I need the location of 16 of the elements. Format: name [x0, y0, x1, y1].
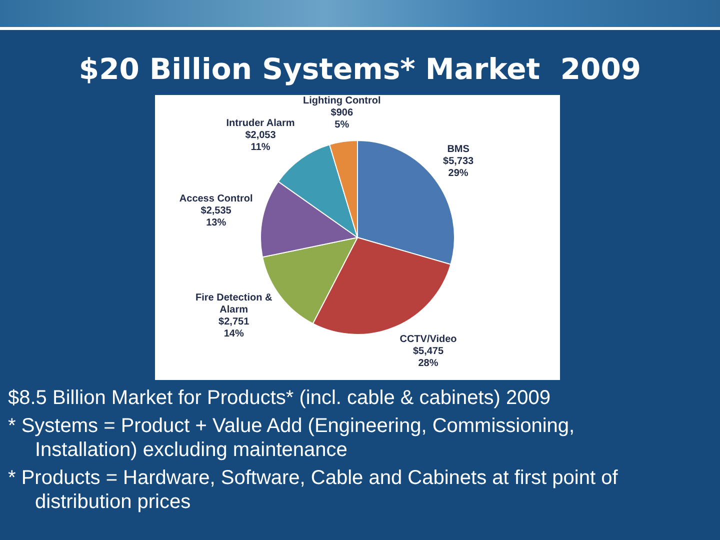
slice-label: Access Control: [179, 194, 253, 205]
data-label: $5,475 28%: [412, 346, 444, 370]
data-label: $2,751 14%: [218, 316, 250, 340]
text: $8.5 Billion Market for Products* (incl. cable & cabinets) 2009: [8, 386, 552, 410]
data-label: $2,535 13%: [200, 206, 232, 229]
slice-label: BMS: [447, 144, 470, 156]
chart-title: $20 Billion Systems* Market 2009: [78, 51, 642, 87]
data-label: $2,053 11%: [245, 130, 276, 153]
data-label: $5,733 29%: [443, 156, 474, 180]
text: * Systems = Product + Value Add (Engineering, Commissioning, Installation) excluding maintenance: [8, 414, 576, 462]
data-label: $906 5%: [330, 108, 354, 131]
slice-label: Intruder Alarm: [226, 118, 295, 129]
slice-label: CCTV/Video: [400, 334, 457, 346]
slice-label: Lighting Control: [303, 96, 381, 107]
text: * Products = Hardware, Software, Cable and Cabinets at first point of distribution prices: [8, 466, 619, 514]
slice-label: Fire Detection & Alarm: [196, 292, 272, 316]
